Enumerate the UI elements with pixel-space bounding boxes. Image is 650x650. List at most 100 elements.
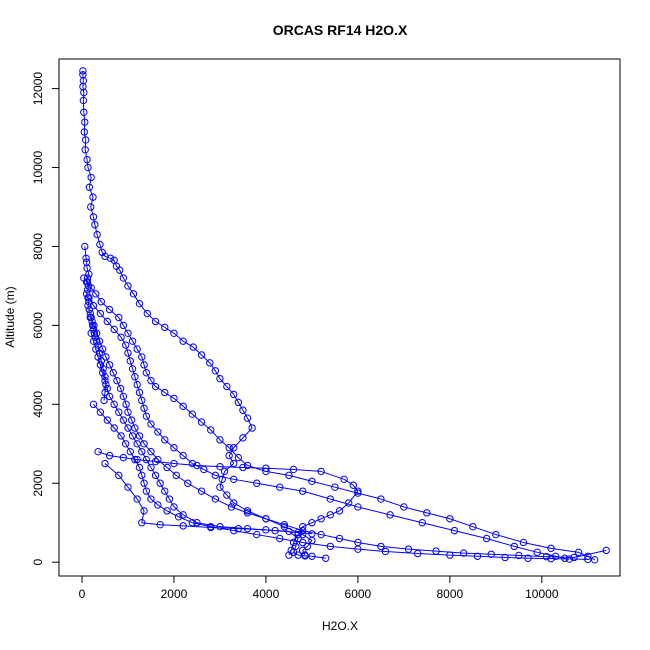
data-point — [101, 388, 109, 397]
data-point — [143, 309, 151, 318]
data-point — [138, 396, 146, 405]
series-segment — [449, 554, 478, 557]
series-segment — [132, 340, 138, 350]
data-point — [276, 534, 284, 543]
series-segment — [237, 402, 244, 411]
series-segment — [166, 467, 177, 476]
data-point — [170, 444, 178, 452]
data-point — [161, 487, 169, 495]
series-segment — [122, 277, 129, 287]
data-point — [81, 118, 89, 126]
data-point — [89, 213, 98, 221]
data-point — [340, 475, 348, 484]
series-segment — [100, 313, 108, 322]
series-segment — [311, 480, 336, 488]
data-point — [127, 416, 136, 424]
series-segment — [380, 545, 409, 550]
data-point — [106, 254, 115, 263]
data-point — [90, 329, 99, 337]
data-series — [81, 242, 110, 405]
data-point — [138, 471, 146, 480]
series-segment — [164, 490, 170, 500]
data-series — [79, 67, 316, 559]
series-segment — [256, 482, 280, 488]
series-segment — [417, 553, 450, 556]
data-point — [230, 444, 238, 452]
data-point — [280, 522, 289, 531]
series-segment — [86, 159, 89, 168]
series-segment — [143, 443, 152, 453]
data-point — [515, 551, 523, 560]
data-point — [227, 503, 236, 511]
data-point — [109, 369, 117, 377]
series-segment — [157, 459, 168, 468]
series-segment — [127, 427, 134, 437]
data-point — [547, 554, 555, 563]
y-tick-label: 12000 — [31, 72, 45, 106]
data-point — [161, 323, 169, 332]
series-segment — [403, 506, 427, 514]
data-point — [501, 553, 509, 562]
series-segment — [472, 526, 497, 536]
x-axis: 0 2000 4000 6000 8000 10000 — [79, 575, 559, 601]
series-segment — [136, 348, 143, 358]
data-point — [82, 254, 90, 263]
data-point — [570, 553, 578, 562]
data-point — [308, 530, 316, 538]
series-segment — [157, 504, 168, 512]
data-point — [124, 349, 132, 357]
series-segment — [104, 376, 107, 385]
series-segment — [426, 512, 450, 520]
data-point — [82, 278, 91, 286]
series-segment — [182, 340, 194, 348]
data-point — [142, 487, 151, 495]
series-segment — [127, 333, 134, 342]
data-point — [135, 299, 144, 308]
series-segment — [99, 244, 103, 253]
data-point — [299, 530, 307, 539]
data-point — [262, 526, 270, 534]
data-point — [326, 511, 335, 519]
data-point — [234, 398, 243, 407]
series-segment — [164, 392, 175, 399]
data-point — [243, 414, 252, 422]
series-segment — [95, 293, 102, 303]
series-segment — [178, 516, 193, 524]
data-point — [119, 392, 128, 401]
series-segment — [357, 506, 391, 516]
data-point — [234, 524, 243, 533]
data-point — [94, 341, 102, 349]
series-segment — [83, 112, 86, 123]
series-segment — [449, 518, 474, 528]
series-segment — [94, 224, 98, 235]
series-segment — [87, 167, 92, 178]
data-point — [262, 464, 270, 472]
data-point — [188, 459, 197, 468]
series-segment — [116, 265, 121, 271]
series-segment — [146, 313, 156, 322]
data-point — [102, 380, 110, 389]
data-point — [124, 483, 132, 491]
data-point — [128, 365, 137, 373]
data-point — [124, 424, 132, 432]
data-point — [85, 270, 93, 278]
series-segment — [182, 514, 198, 524]
series-segment — [295, 538, 299, 547]
series-segment — [183, 525, 211, 528]
data-point — [119, 274, 128, 282]
data-point — [216, 462, 224, 471]
series-segment — [330, 510, 340, 516]
x-tick-label: 4000 — [253, 587, 280, 601]
data-point — [381, 547, 390, 556]
data-point — [135, 463, 144, 472]
series-segment — [141, 451, 147, 460]
data-point — [84, 301, 92, 310]
series-segment — [155, 475, 161, 484]
series-segment — [90, 206, 94, 217]
data-point — [135, 388, 144, 397]
series-segment — [238, 457, 248, 466]
series-segment — [157, 431, 166, 441]
data-point — [84, 163, 92, 172]
series-segment — [88, 297, 94, 306]
